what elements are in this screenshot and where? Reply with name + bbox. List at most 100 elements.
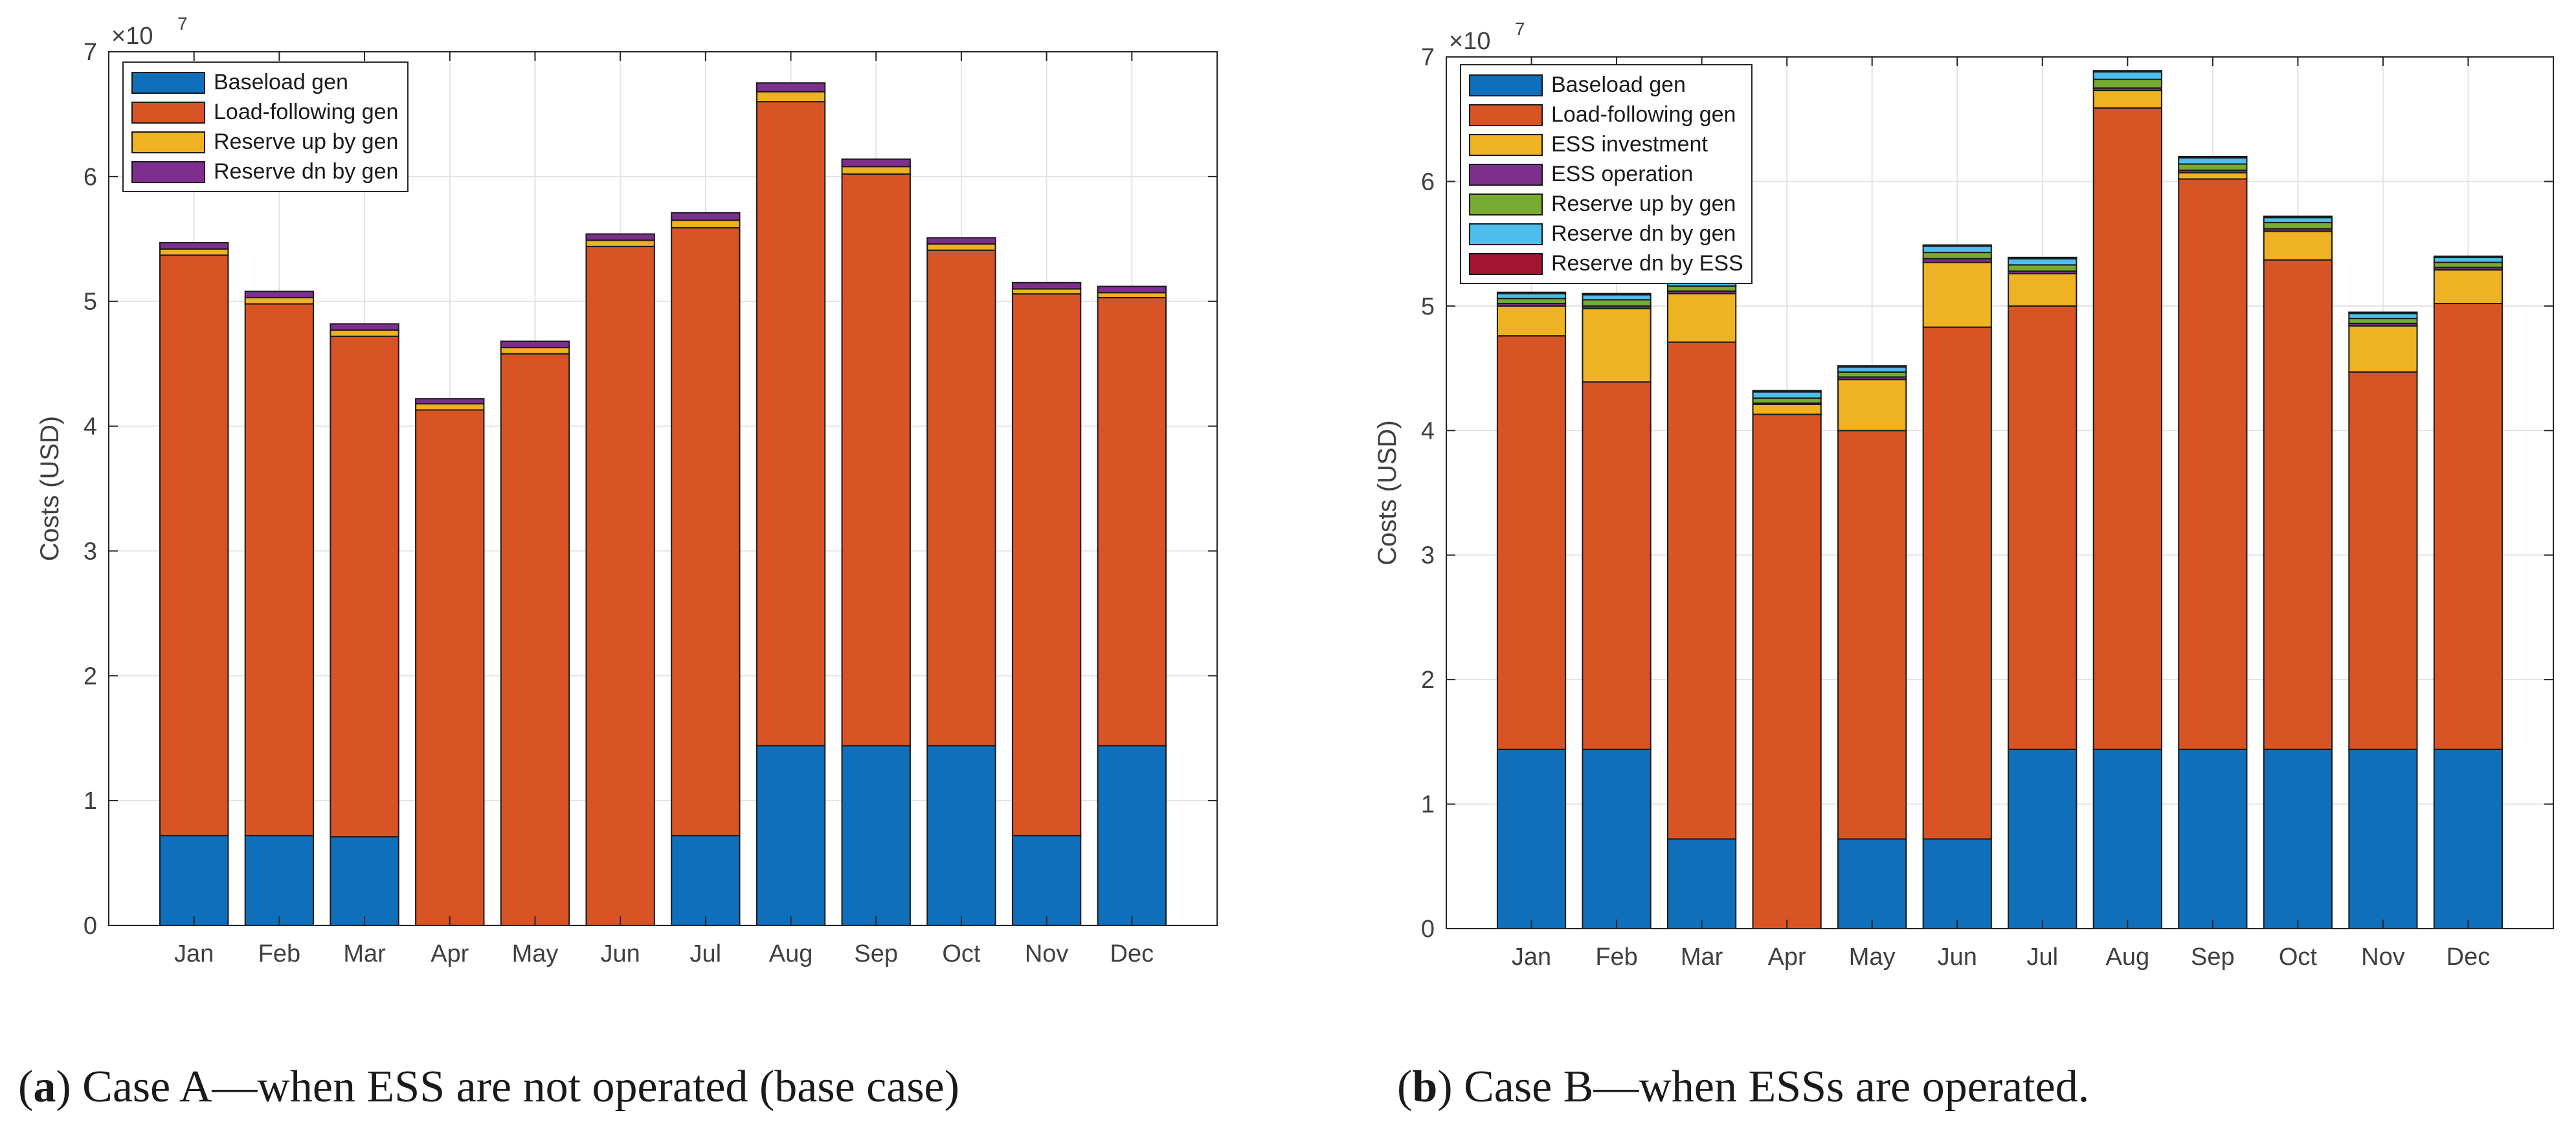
chart-b-bar-nov-series-0	[2348, 748, 2418, 929]
chart-a-bar-nov-series-0	[1011, 835, 1082, 926]
chart-a-bar-nov-series-1	[1011, 293, 1082, 837]
chart-a-y-exponent-label: ×10	[111, 23, 153, 50]
caption-b-letter: b	[1412, 1062, 1438, 1112]
chart-b-bar-jun-series-4	[1922, 252, 1992, 259]
chart-b-axes-box	[1446, 56, 2554, 929]
chart-b-bar-jul-series-4	[2008, 264, 2078, 272]
chart-a-bar-apr-series-1	[415, 409, 485, 926]
chart-b-legend-swatch-0	[1469, 74, 1543, 96]
chart-b-bar-dec-series-2	[2433, 269, 2503, 305]
chart-b-legend-swatch-2	[1469, 134, 1543, 156]
chart-b-legend-swatch-5	[1469, 223, 1543, 245]
chart-b-bar-apr-series-6	[1752, 390, 1822, 393]
chart-b-y-exponent-label: ×10	[1449, 28, 1490, 55]
chart-b-bar-feb-series-5	[1582, 294, 1652, 301]
chart-b-bar-oct-series-2	[2263, 230, 2333, 261]
chart-b-y-tick-label-2: 2	[1421, 667, 1435, 694]
chart-a-bar-jan-series-3	[159, 242, 229, 250]
chart-b-bar-dec-series-5	[2433, 256, 2503, 263]
chart-a-svg: 0 1 2 3 4 5 6 7 Jan Feb Mar Apr May Jun Jul Aug Sep Oct No…	[36, 14, 1218, 967]
chart-b-bar-feb-series-0	[1582, 748, 1652, 929]
chart-b-bar-nov-series-1	[2348, 371, 2418, 750]
chart-b-x-tick-label-oct: Oct	[2279, 944, 2318, 971]
chart-a-bar-feb-series-3	[244, 291, 315, 298]
chart-a-x-tick-label-jun: Jun	[601, 940, 640, 967]
caption-a-letter: a	[33, 1062, 56, 1112]
chart-a-bar-oct-series-1	[926, 249, 996, 747]
chart-b-bar-jan-series-4	[1496, 298, 1567, 305]
chart-a-x-tick-label-may: May	[512, 940, 559, 967]
chart-b-bar-may-series-4	[1837, 371, 1907, 378]
chart-b-bar-sep-series-0	[2178, 748, 2248, 929]
chart-a-bar-dec-series-1	[1097, 296, 1167, 747]
chart-a-bar-mar-series-1	[330, 335, 399, 838]
chart-panel-a: 0 1 2 3 4 5 6 7 Jan Feb Mar Apr May Jun Jul Aug Sep Oct No…	[18, 14, 1218, 1112]
chart-b-legend-swatch-3	[1469, 164, 1543, 186]
chart-a-legend-swatch-1	[131, 102, 205, 124]
chart-a-bar-jul-series-2	[671, 219, 741, 228]
chart-b-bar-jul-series-0	[2008, 748, 2078, 929]
chart-a-bar-jul-series-0	[671, 835, 741, 926]
chart-b-bar-jun-series-5	[1922, 245, 1992, 254]
chart-a-x-tick-label-apr: Apr	[431, 940, 469, 967]
chart-b-y-tick-label-6: 6	[1421, 168, 1435, 195]
chart-a-bar-mar-series-2	[330, 329, 399, 337]
chart-b-legend-label-0: Baseload gen	[1551, 72, 1686, 97]
chart-a-x-tick-label-sep: Sep	[854, 940, 898, 967]
chart-a-bar-jan-series-0	[159, 835, 229, 926]
chart-a-y-tick-label-5: 5	[84, 289, 97, 316]
chart-b-bar-sep-series-4	[2178, 163, 2248, 171]
chart-a-bar-may-series-3	[500, 340, 570, 349]
chart-a-x-tick-label-nov: Nov	[1025, 940, 1069, 967]
chart-a-bar-dec-series-3	[1097, 285, 1167, 294]
chart-a-bar-jun-series-3	[585, 233, 655, 241]
chart-a-bar-jul-series-3	[671, 212, 741, 221]
chart-b-y-axis-label: Costs (USD)	[1373, 420, 1402, 565]
chart-b-svg: 0 1 2 3 4 5 6 7 Jan Feb Mar Apr May Jun Jul Aug Sep Oct No…	[1373, 19, 2554, 971]
chart-b-bar-may-series-0	[1837, 838, 1907, 929]
chart-a-bar-jun-series-1	[585, 245, 655, 926]
chart-b-x-ticks: Jan Feb Mar Apr May Jun Jul Aug Sep Oct Nov Dec	[1512, 57, 2490, 971]
chart-a-x-tick-label-jul: Jul	[690, 940, 722, 967]
chart-b-legend-swatch-6	[1469, 253, 1543, 275]
chart-a-bar-sep-series-1	[841, 173, 911, 747]
chart-b-legend-swatch-1	[1469, 104, 1543, 126]
chart-b-legend-label-5: Reserve dn by gen	[1551, 221, 1736, 246]
chart-panel-b: 0 1 2 3 4 5 6 7 Jan Feb Mar Apr May Jun Jul Aug Sep Oct No…	[1288, 0, 2576, 1137]
chart-b-x-tick-label-dec: Dec	[2447, 944, 2491, 971]
chart-b-bar-nov-series-2	[2348, 325, 2418, 373]
chart-a-x-tick-label-jan: Jan	[174, 940, 214, 967]
chart-b-bar-may-series-5	[1837, 366, 1907, 373]
chart-b-bar-jun-series-1	[1922, 326, 1992, 840]
chart-a-x-tick-label-dec: Dec	[1110, 940, 1154, 967]
chart-a-bar-sep-series-3	[841, 158, 911, 168]
chart-a-bar-may-series-1	[500, 353, 570, 926]
chart-b-x-tick-label-jul: Jul	[2026, 944, 2058, 971]
chart-a-bar-jun-series-2	[585, 239, 655, 247]
chart-b-bar-may-series-6	[1837, 365, 1907, 368]
chart-b-legend-label-3: ESS operation	[1551, 162, 1693, 186]
chart-a-bar-aug-series-1	[756, 101, 826, 747]
chart-b-bar-oct-series-6	[2263, 215, 2333, 219]
chart-a-bar-sep-series-0	[841, 745, 911, 927]
chart-b-bar-feb-series-6	[1582, 293, 1652, 296]
chart-b-bar-aug-series-2	[2092, 89, 2162, 109]
chart-b-bar-sep-series-6	[2178, 155, 2248, 159]
chart-b-bar-jan-series-6	[1496, 291, 1567, 294]
chart-a-bar-apr-series-2	[415, 403, 485, 411]
chart-b-bar-sep-series-5	[2178, 157, 2248, 165]
chart-a-x-tick-label-feb: Feb	[258, 940, 300, 967]
chart-b-bar-mar-series-0	[1667, 838, 1737, 929]
chart-a-x-ticks: Jan Feb Mar Apr May Jun Jul Aug Sep Oct Nov Dec	[174, 52, 1154, 967]
chart-a-y-tick-label-2: 2	[84, 663, 97, 690]
chart-b-bar-mar-series-1	[1667, 341, 1737, 840]
chart-b-bar-feb-series-4	[1582, 299, 1652, 307]
chart-b-bar-sep-series-1	[2178, 178, 2248, 750]
chart-b-legend-label-6: Reserve dn by ESS	[1551, 251, 1743, 276]
chart-a-legend: Baseload gen Load-following gen Reserve up…	[122, 61, 409, 192]
chart-b-bar-aug-series-0	[2092, 748, 2162, 929]
chart-a-bar-feb-series-0	[244, 835, 315, 926]
chart-a-axes-box	[108, 51, 1218, 926]
chart-b-bar-feb-series-1	[1582, 381, 1652, 750]
chart-b-legend-swatch-4	[1469, 193, 1543, 215]
